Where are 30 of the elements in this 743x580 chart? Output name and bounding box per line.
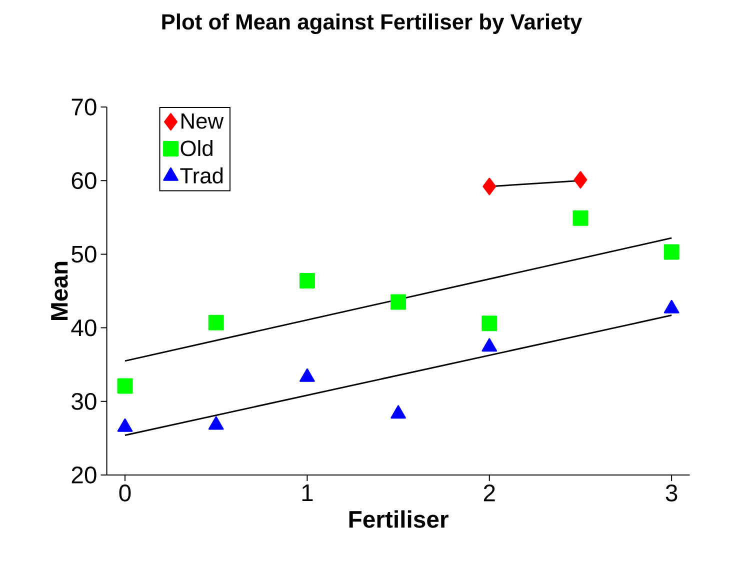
x-axis-title: Fertiliser — [349, 510, 448, 528]
x-tick-label: 0 — [119, 484, 131, 502]
x-tick-label: 1 — [302, 484, 313, 501]
point — [299, 272, 315, 288]
legend-label: Trad — [180, 167, 223, 184]
point — [664, 244, 680, 260]
point — [664, 300, 680, 314]
point — [208, 416, 224, 430]
point — [572, 210, 588, 226]
y-tick-label: 60 — [72, 172, 96, 190]
y-tick-label: 20 — [72, 466, 96, 484]
point — [482, 316, 498, 332]
point — [208, 314, 224, 330]
point — [390, 294, 406, 310]
y-tick-label: 30 — [72, 392, 96, 410]
point — [117, 418, 133, 432]
legend-label: New — [182, 113, 224, 129]
x-tick-label: 2 — [484, 484, 495, 502]
chart-title: Plot of Mean against Fertiliser by Variety — [162, 14, 582, 34]
x-tick-label: 3 — [666, 484, 678, 502]
y-tick-label: 50 — [72, 246, 96, 263]
point — [390, 405, 406, 419]
point — [482, 338, 498, 352]
y-tick-label: 40 — [71, 319, 96, 336]
y-axis-title: Mean — [51, 262, 68, 320]
y-tick-label: 70 — [72, 98, 96, 116]
point — [574, 171, 588, 189]
point — [300, 368, 315, 382]
point — [482, 178, 496, 196]
legend-label: Old — [180, 140, 212, 156]
